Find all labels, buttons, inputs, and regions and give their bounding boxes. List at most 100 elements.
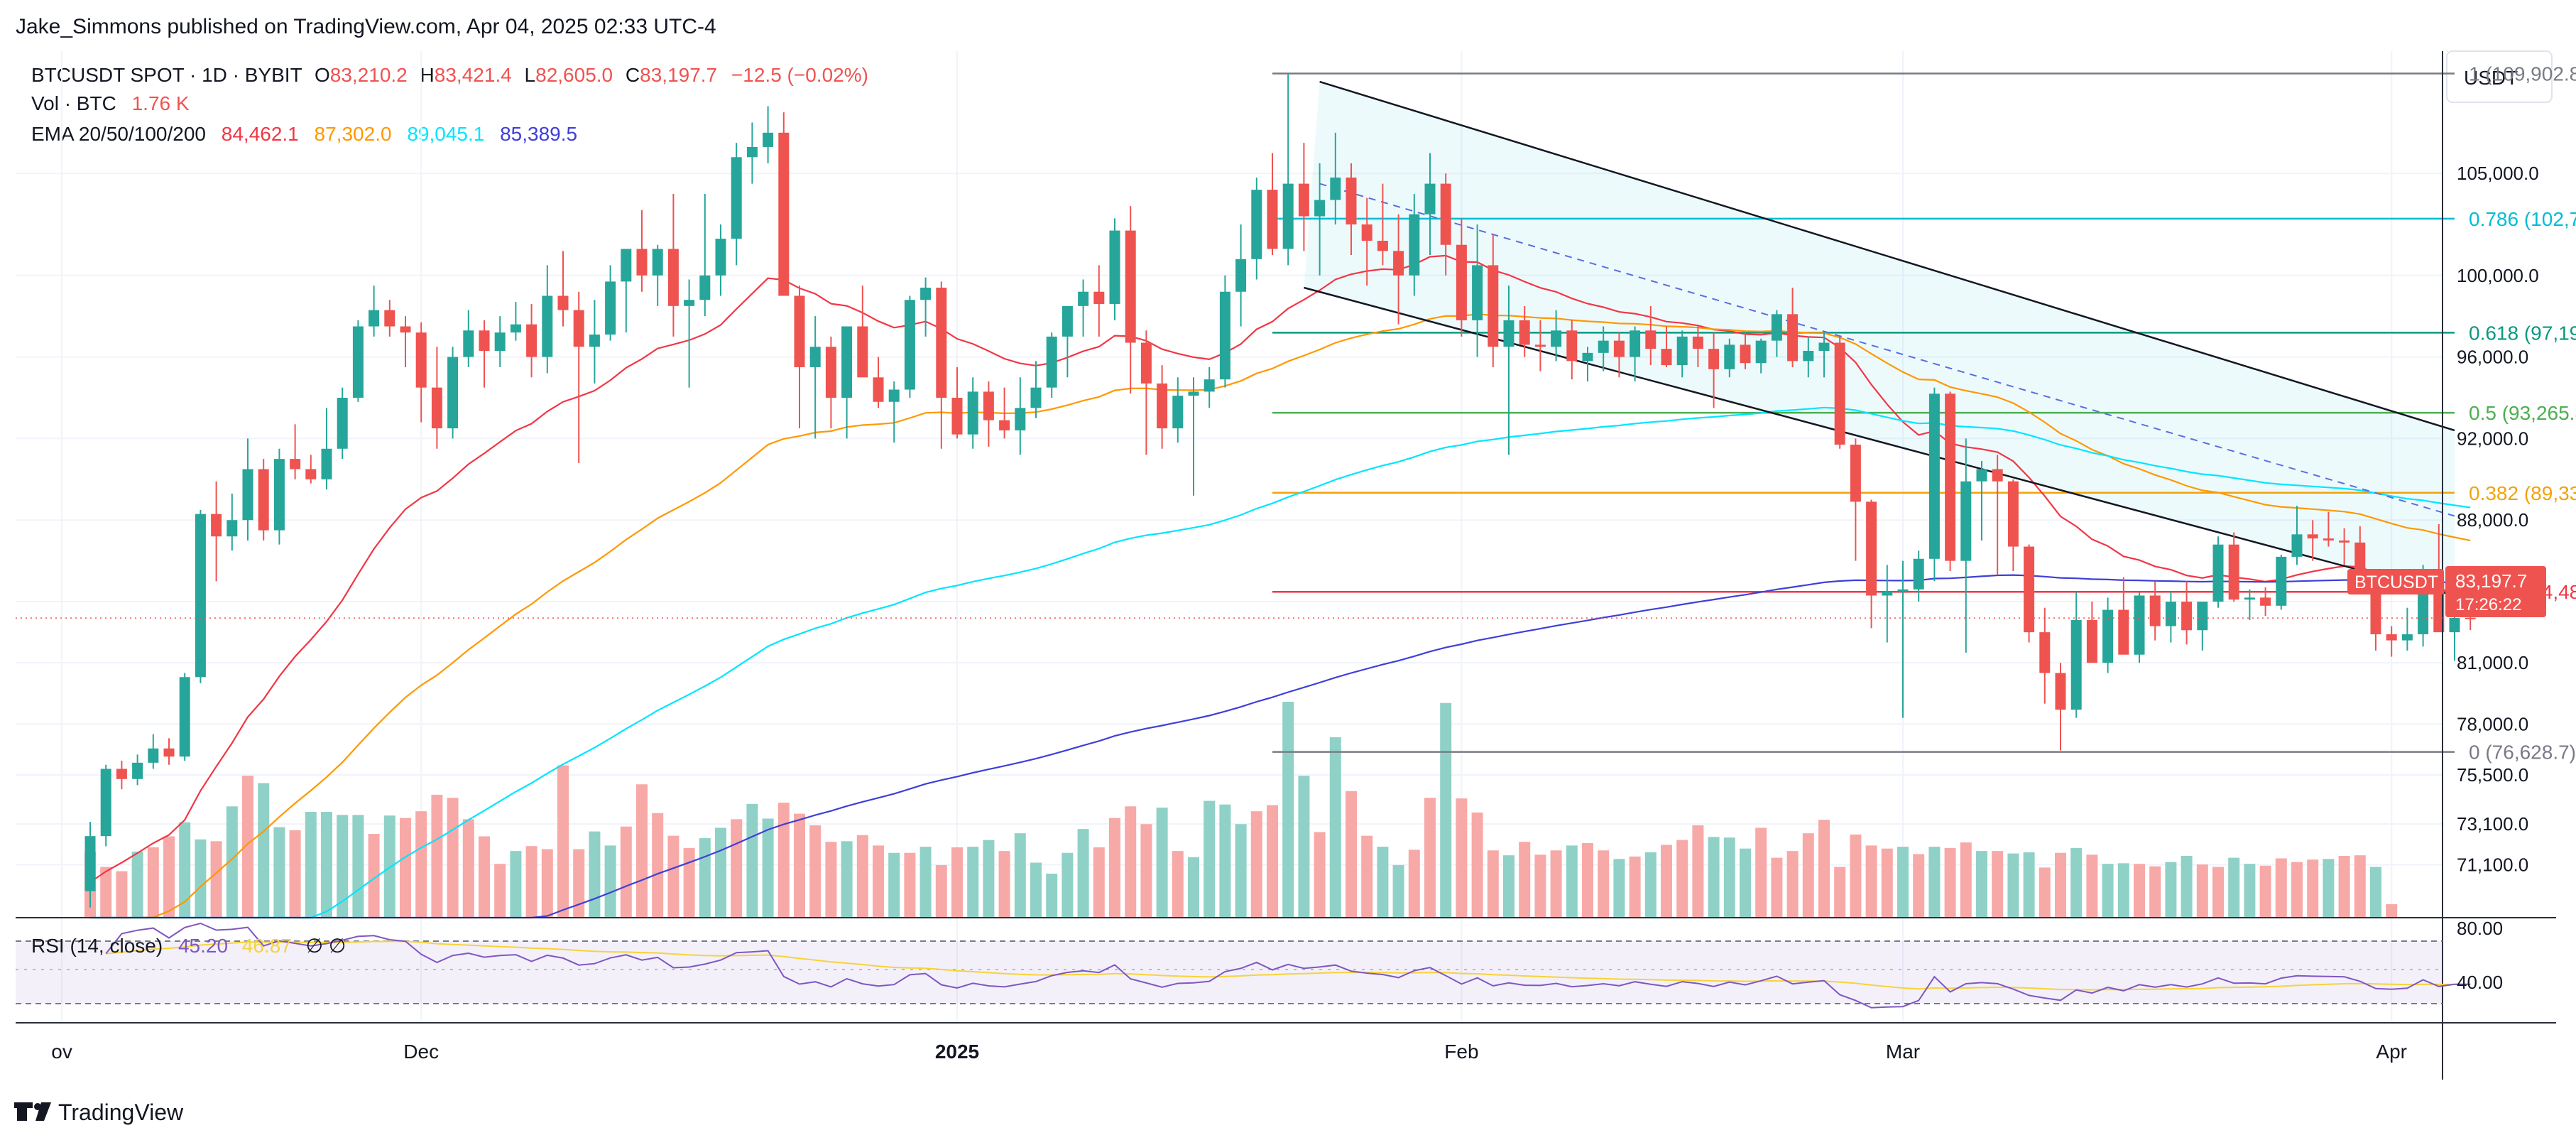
candle-body	[290, 459, 301, 469]
candle-body	[2181, 602, 2193, 631]
fibonacci-retracement[interactable]: 1 (109,902.8) 0.786 (102,782.2) 0.618 (97,…	[1272, 63, 2576, 764]
volume-bar	[1346, 791, 1357, 918]
legend-close: 83,197.7	[640, 64, 717, 86]
volume-bar	[904, 852, 916, 918]
volume-bar	[1267, 805, 1278, 918]
candle-body	[1661, 349, 1672, 366]
volume-bar	[1408, 849, 1420, 918]
rsi-ma-value: 46.87	[242, 935, 292, 957]
volume-bar	[1944, 847, 1956, 918]
candle-body	[699, 275, 711, 300]
volume-bar	[131, 852, 143, 918]
volume-bar	[479, 836, 490, 918]
candle-body	[936, 287, 947, 398]
volume-bar	[1329, 737, 1341, 918]
candle-body	[951, 398, 963, 435]
volume-bar	[147, 847, 159, 918]
volume-bar	[116, 871, 128, 918]
volume-bar	[1629, 856, 1641, 918]
candle-body	[1519, 320, 1530, 345]
legend-ema50: 87,302.0	[315, 123, 392, 145]
volume-bar	[794, 813, 805, 918]
candle-body	[384, 310, 395, 327]
candle-body	[542, 295, 553, 357]
brand-name: TradingView	[58, 1100, 184, 1125]
candle-body	[1582, 352, 1593, 362]
y-tick-label: 88,000.0	[2457, 509, 2528, 531]
volume-bar	[1503, 855, 1515, 918]
candle-body	[227, 520, 238, 537]
legend-ema100: 89,045.1	[407, 123, 484, 145]
volume-bar	[809, 825, 822, 918]
legend-ema: EMA 20/50/100/200 84,462.1 87,302.0 89,0…	[31, 123, 577, 145]
volume-bar	[557, 765, 569, 918]
volume-bar	[368, 834, 380, 918]
candle-body	[1424, 183, 1436, 215]
volume-bar	[998, 851, 1010, 918]
volume-bar	[1550, 850, 1562, 918]
volume-bar	[777, 803, 790, 918]
volume-bar	[683, 847, 695, 918]
volume-bar	[337, 815, 349, 918]
candle-body	[463, 330, 474, 357]
candle-body	[2276, 556, 2287, 606]
volume-bar	[179, 822, 191, 918]
candle-body	[794, 295, 805, 367]
volume-bar	[967, 847, 979, 918]
candle-body	[1850, 445, 1861, 502]
volume-bar	[1613, 859, 1625, 918]
volume-bar	[1771, 857, 1783, 918]
volume-bar	[1992, 851, 2004, 918]
volume-bar	[1361, 835, 1373, 918]
candle-body	[636, 249, 648, 276]
candle-body	[2165, 602, 2176, 626]
candle-body	[778, 132, 790, 296]
channel-upper-line	[1319, 80, 2455, 432]
volume-bar	[1692, 825, 1704, 918]
legend-high: 83,421.4	[435, 64, 512, 86]
rsi-scale-40: 40.00	[2457, 972, 2503, 993]
volume-bar	[1976, 851, 1987, 918]
candle-body	[1882, 591, 1893, 596]
candle-body	[1409, 214, 1420, 276]
candle-body	[2102, 609, 2114, 663]
candle-body	[2339, 540, 2350, 543]
volume-bar	[1030, 862, 1042, 918]
candle-body	[731, 157, 742, 239]
candle-body	[132, 762, 143, 779]
candle-body	[2449, 618, 2460, 633]
candle-body	[116, 769, 127, 779]
candle-body	[510, 324, 521, 333]
tradingview-brand[interactable]: TradingView	[14, 1100, 184, 1125]
volume-bar	[1818, 820, 1830, 918]
volume-bar	[2165, 862, 2177, 918]
currency-button[interactable]: USDT	[2446, 50, 2553, 103]
ema20-line	[89, 254, 2471, 884]
volume-bars	[84, 702, 2398, 918]
candle-body	[967, 391, 978, 435]
candle-body	[1834, 342, 1845, 445]
candle-body	[1377, 240, 1388, 251]
candle-body	[1093, 291, 1105, 304]
candle-body	[2401, 634, 2413, 641]
candle-body	[2465, 617, 2476, 619]
fib-level-label: 0 (76,628.7)	[2469, 742, 2576, 764]
last-price-tag: BTCUSDT 83,197.7 17:26:22	[2347, 566, 2546, 617]
candle-body	[841, 326, 853, 398]
volume-bar	[1534, 854, 1546, 918]
volume-bar	[1014, 833, 1026, 918]
candle-body	[873, 377, 884, 402]
volume-bar	[1519, 842, 1531, 918]
candle-body	[305, 469, 317, 479]
candle-body	[1361, 224, 1372, 241]
candle-body	[1708, 349, 1720, 369]
volume-bar	[1834, 867, 1846, 918]
volume-bar	[1219, 804, 1231, 918]
candle-body	[1928, 393, 1940, 559]
rsi-legend: RSI (14, close) 45.20 46.87 ∅ ∅	[31, 935, 346, 957]
volume-bar	[2023, 852, 2035, 918]
volume-bar	[1188, 857, 1199, 918]
candle-body	[573, 310, 584, 347]
volume-bar	[620, 826, 632, 918]
